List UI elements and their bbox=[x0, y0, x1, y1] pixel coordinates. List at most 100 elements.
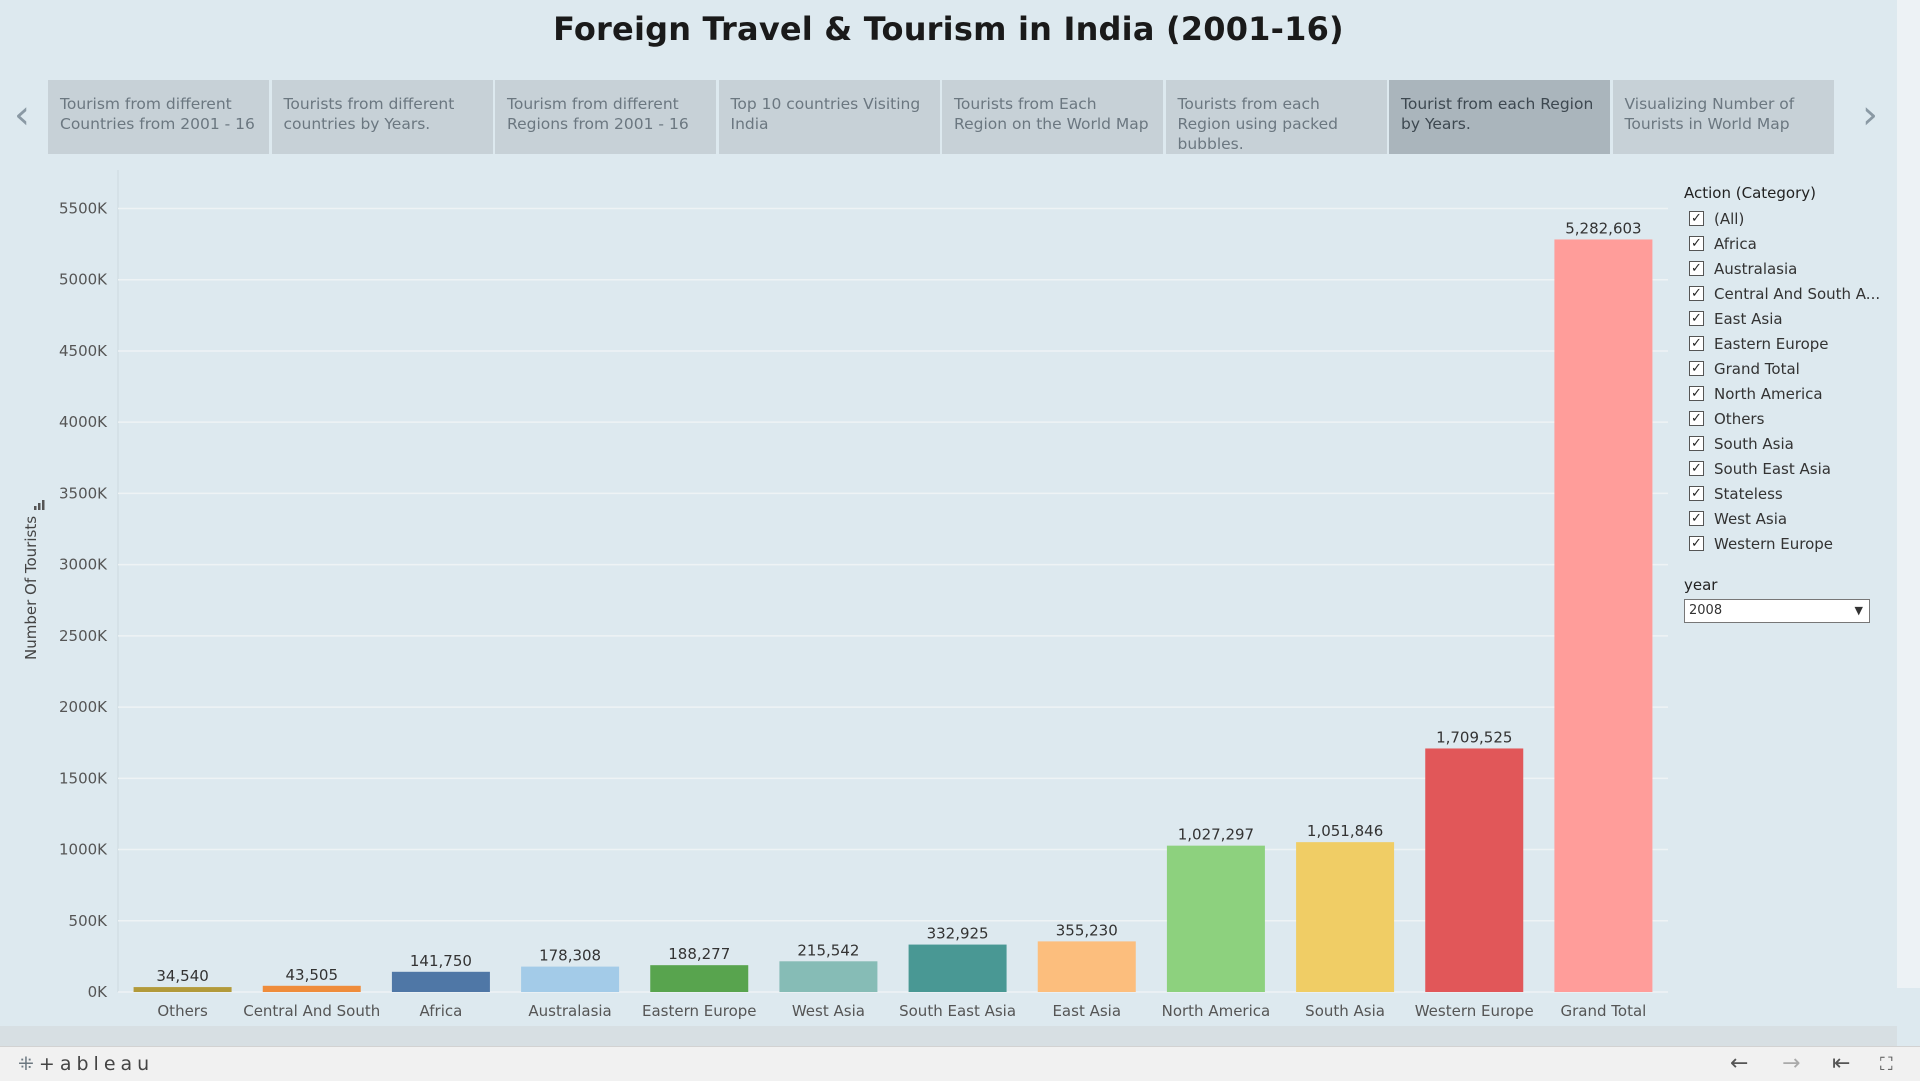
category-filter-item[interactable]: ✓ West Asia bbox=[1684, 506, 1884, 531]
bar[interactable] bbox=[1554, 239, 1653, 992]
y-tick-label: 1500K bbox=[59, 769, 108, 787]
category-filter-item[interactable]: ✓ Others bbox=[1684, 406, 1884, 431]
x-tick-label: East Asia bbox=[1052, 1002, 1121, 1020]
category-filter-item-label: South East Asia bbox=[1714, 459, 1831, 478]
chevron-right-icon[interactable]: › bbox=[1862, 92, 1878, 138]
y-tick-label: 0K bbox=[88, 983, 109, 1001]
undo-icon[interactable]: ← bbox=[1730, 1051, 1749, 1076]
category-filter-item-label: (All) bbox=[1714, 209, 1745, 228]
year-select[interactable]: 2008 ▼ bbox=[1684, 599, 1870, 623]
category-filter-title: Action (Category) bbox=[1684, 184, 1816, 202]
fullscreen-icon[interactable]: ⛶ bbox=[1880, 1054, 1893, 1075]
bar-value-label: 355,230 bbox=[1056, 921, 1118, 939]
category-filter-item[interactable]: ✓ East Asia bbox=[1684, 306, 1884, 331]
checkbox-checked-icon[interactable]: ✓ bbox=[1689, 486, 1704, 501]
checkbox-checked-icon[interactable]: ✓ bbox=[1689, 261, 1704, 276]
category-filter-item-label: Grand Total bbox=[1714, 359, 1800, 378]
checkbox-checked-icon[interactable]: ✓ bbox=[1689, 361, 1704, 376]
y-tick-label: 500K bbox=[69, 912, 109, 930]
category-filter-item-label: North America bbox=[1714, 384, 1823, 403]
category-filter-item[interactable]: ✓ Africa bbox=[1684, 231, 1884, 256]
horizontal-scrollbar[interactable] bbox=[0, 1026, 1897, 1046]
bar[interactable] bbox=[133, 987, 232, 992]
y-axis-title-text: Number Of Tourists bbox=[22, 515, 40, 660]
category-filter-item-label: Western Europe bbox=[1714, 534, 1834, 553]
category-filter-item-label: South Asia bbox=[1714, 434, 1794, 453]
checkbox-checked-icon[interactable]: ✓ bbox=[1689, 386, 1704, 401]
bar[interactable] bbox=[1037, 941, 1136, 992]
checkbox-checked-icon[interactable]: ✓ bbox=[1689, 511, 1704, 526]
checkbox-checked-icon[interactable]: ✓ bbox=[1689, 461, 1704, 476]
bar-value-label: 141,750 bbox=[410, 952, 472, 970]
x-tick-label: Grand Total bbox=[1561, 1002, 1647, 1020]
checkbox-checked-icon[interactable]: ✓ bbox=[1689, 411, 1704, 426]
bar[interactable] bbox=[262, 985, 361, 992]
category-filter-item[interactable]: ✓ Stateless bbox=[1684, 481, 1884, 506]
y-tick-label: 5500K bbox=[59, 199, 108, 217]
category-filter-item-label: Australasia bbox=[1714, 259, 1798, 278]
bar[interactable] bbox=[908, 944, 1007, 992]
bar[interactable] bbox=[1425, 748, 1524, 992]
bar-value-label: 1,051,846 bbox=[1307, 822, 1383, 840]
bar[interactable] bbox=[391, 971, 490, 992]
bar-value-label: 178,308 bbox=[539, 947, 601, 965]
x-tick-label: Africa bbox=[420, 1002, 463, 1020]
revert-icon[interactable]: ⇤ bbox=[1832, 1051, 1851, 1076]
checkbox-checked-icon[interactable]: ✓ bbox=[1689, 311, 1704, 326]
story-navigator: Tourism from different Countries from 20… bbox=[48, 80, 1848, 154]
category-filter-item[interactable]: ✓ South Asia bbox=[1684, 431, 1884, 456]
bar[interactable] bbox=[1296, 842, 1395, 992]
story-tab[interactable]: Tourists from different countries by Yea… bbox=[271, 80, 493, 154]
year-filter: year 2008 ▼ bbox=[1684, 576, 1870, 623]
sort-icon[interactable] bbox=[34, 500, 45, 510]
y-tick-label: 2500K bbox=[59, 627, 108, 645]
checkbox-checked-icon[interactable]: ✓ bbox=[1689, 286, 1704, 301]
year-select-value: 2008 bbox=[1689, 603, 1723, 618]
checkbox-checked-icon[interactable]: ✓ bbox=[1689, 436, 1704, 451]
x-tick-label: Central And South bbox=[243, 1002, 380, 1020]
checkbox-checked-icon[interactable]: ✓ bbox=[1689, 536, 1704, 551]
category-filter-item-label: Central And South A... bbox=[1714, 284, 1881, 303]
category-filter: Action (Category) ✓ (All) ✓ Africa ✓ Australa… bbox=[1684, 184, 1884, 556]
category-filter-item[interactable]: ✓ Australasia bbox=[1684, 256, 1884, 281]
story-tab[interactable]: Tourism from different Regions from 2001… bbox=[495, 80, 716, 154]
category-filter-item[interactable]: ✓ Grand Total bbox=[1684, 356, 1884, 381]
bar[interactable] bbox=[650, 965, 749, 992]
dropdown-caret-icon: ▼ bbox=[1854, 604, 1863, 617]
checkbox-checked-icon[interactable]: ✓ bbox=[1689, 236, 1704, 251]
category-filter-item[interactable]: ✓ Eastern Europe bbox=[1684, 331, 1884, 356]
bar-value-label: 34,540 bbox=[156, 967, 209, 985]
redo-icon[interactable]: → bbox=[1782, 1051, 1801, 1076]
x-tick-label: North America bbox=[1162, 1002, 1271, 1020]
y-tick-label: 4500K bbox=[59, 342, 108, 360]
story-tab[interactable]: Tourists from Each Region on the World M… bbox=[942, 80, 1163, 154]
story-tab[interactable]: Tourist from each Region by Years. bbox=[1389, 80, 1610, 154]
tableau-logo[interactable]: ⁜+ableau bbox=[18, 1053, 154, 1075]
checkbox-checked-icon[interactable]: ✓ bbox=[1689, 211, 1704, 226]
category-filter-item[interactable]: ✓ North America bbox=[1684, 381, 1884, 406]
bar[interactable] bbox=[1166, 845, 1265, 992]
x-tick-label: Australasia bbox=[528, 1002, 611, 1020]
category-filter-item-label: Africa bbox=[1714, 234, 1757, 253]
category-filter-item[interactable]: ✓ South East Asia bbox=[1684, 456, 1884, 481]
checkbox-checked-icon[interactable]: ✓ bbox=[1689, 336, 1704, 351]
x-tick-label: West Asia bbox=[792, 1002, 865, 1020]
x-tick-label: South Asia bbox=[1305, 1002, 1385, 1020]
story-tab[interactable]: Tourism from different Countries from 20… bbox=[48, 80, 269, 154]
tableau-logo-text: +ableau bbox=[38, 1053, 155, 1075]
chevron-left-icon[interactable]: ‹ bbox=[14, 92, 30, 138]
story-tab[interactable]: Tourists from each Region using packed b… bbox=[1165, 80, 1387, 154]
bar-value-label: 332,925 bbox=[927, 925, 989, 943]
y-tick-label: 2000K bbox=[59, 698, 108, 716]
bar-value-label: 1,027,297 bbox=[1178, 826, 1254, 844]
vertical-scrollbar[interactable] bbox=[1897, 0, 1920, 988]
bar-value-label: 215,542 bbox=[797, 941, 859, 959]
bar[interactable] bbox=[779, 961, 878, 992]
story-tab[interactable]: Visualizing Number of Tourists in World … bbox=[1612, 80, 1834, 154]
year-filter-label: year bbox=[1684, 576, 1718, 594]
category-filter-item[interactable]: ✓ Central And South A... bbox=[1684, 281, 1884, 306]
category-filter-item[interactable]: ✓ Western Europe bbox=[1684, 531, 1884, 556]
story-tab[interactable]: Top 10 countries Visiting India bbox=[718, 80, 940, 154]
bar[interactable] bbox=[521, 966, 620, 992]
category-filter-item[interactable]: ✓ (All) bbox=[1684, 206, 1884, 231]
